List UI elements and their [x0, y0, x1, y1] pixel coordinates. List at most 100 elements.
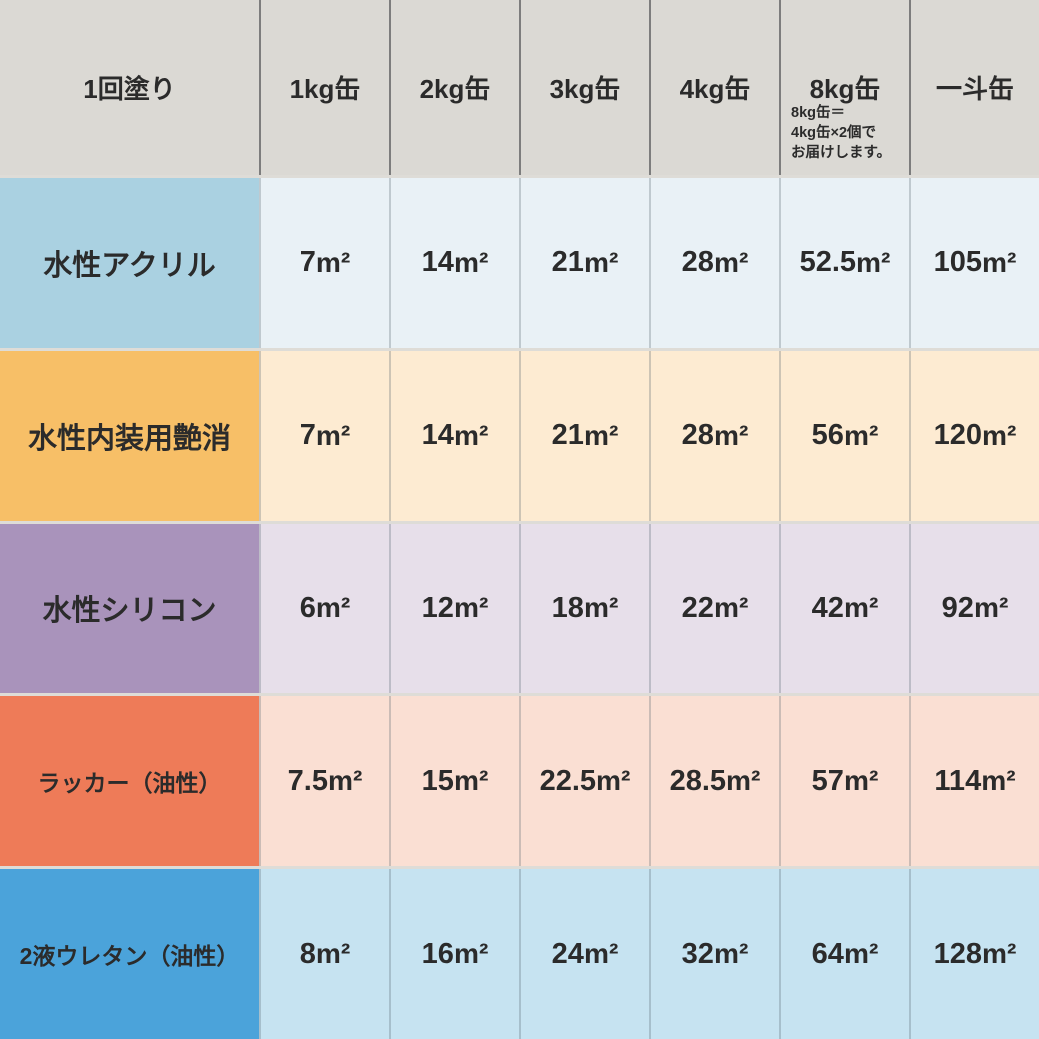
row-label: ラッカー（油性） — [0, 696, 259, 867]
coverage-value: 8 — [299, 937, 316, 970]
note-line: 4kg缶×2個で — [791, 125, 877, 141]
coverage-cell: 7 m² — [259, 178, 389, 348]
coverage-value: 22 — [681, 591, 714, 624]
coverage-cell: 18 m² — [519, 523, 649, 694]
unit-label: m² — [315, 419, 351, 451]
unit-label: m² — [713, 419, 749, 451]
coverage-value: 52.5 — [799, 246, 857, 279]
row-label-text: 水性シリコン — [42, 595, 217, 628]
unit-label: m² — [327, 765, 363, 797]
coverage-value: 57 — [811, 764, 844, 797]
header-col-4kg: 4kg缶 — [649, 0, 779, 175]
coverage-cell: 24 m² — [519, 869, 649, 1039]
8kg-can-note: 8kg缶＝ 4kg缶×2個で お届けします。 — [791, 103, 891, 163]
unit-label: m² — [315, 592, 351, 624]
coverage-value: 14 — [421, 246, 454, 279]
header-col-1kg: 1kg缶 — [259, 0, 389, 175]
note-line: 8kg缶＝ — [791, 105, 845, 121]
coverage-value: 28 — [681, 246, 714, 279]
header-row: 1回塗り 1kg缶 2kg缶 3kg缶 4kg缶 8kg缶 8kg缶＝ 4kg缶… — [0, 0, 1039, 175]
coverage-cell: 28.5 m² — [649, 696, 779, 867]
row-label-text: 水性内装用艶消 — [27, 422, 231, 455]
unit-label: m² — [583, 246, 619, 278]
unit-label: m² — [713, 592, 749, 624]
unit-label: m² — [453, 765, 489, 797]
unit-label: m² — [713, 246, 749, 278]
note-line: お届けします。 — [791, 145, 892, 161]
coverage-value: 42 — [811, 591, 844, 624]
header-col-3kg: 3kg缶 — [519, 0, 649, 175]
unit-label: m² — [981, 765, 1016, 797]
coverage-cell: 32 m² — [649, 869, 779, 1039]
unit-label: m² — [973, 592, 1009, 624]
coverage-cell: 52.5 m² — [779, 178, 909, 348]
coverage-cell: 7 m² — [259, 350, 389, 521]
unit-label: m² — [583, 419, 619, 451]
row-label-text: 2液ウレタン（油性） — [19, 943, 240, 970]
coverage-cell: 12 m² — [389, 523, 519, 694]
unit-label: m² — [726, 765, 761, 797]
unit-label: m² — [982, 938, 1017, 970]
column-header-label: 1kg缶 — [289, 74, 361, 104]
corner-label: 1回塗り — [83, 74, 176, 104]
coverage-cell: 28 m² — [649, 350, 779, 521]
table-row-water-interior-matte: 水性内装用艶消 7 m² 14 m² 21 m² 28 m² 56 m² 120 m² — [0, 347, 1039, 521]
unit-label: m² — [713, 938, 749, 970]
coverage-cell: 56 m² — [779, 350, 909, 521]
unit-label: m² — [843, 765, 879, 797]
unit-label: m² — [453, 938, 489, 970]
unit-label: m² — [843, 938, 879, 970]
table-row-water-silicone: 水性シリコン 6 m² 12 m² 18 m² 22 m² 42 m² 92 m² — [0, 520, 1039, 694]
coverage-value: 7 — [299, 419, 316, 452]
coverage-cell: 92 m² — [909, 523, 1039, 694]
coverage-cell: 7.5 m² — [259, 696, 389, 867]
coverage-value: 28 — [681, 419, 714, 452]
coverage-cell: 28 m² — [649, 178, 779, 348]
coverage-value: 14 — [421, 419, 454, 452]
coverage-value: 7 — [299, 246, 316, 279]
coverage-cell: 6 m² — [259, 523, 389, 694]
coverage-cell: 114 m² — [909, 696, 1039, 867]
coverage-value: 15 — [421, 764, 454, 797]
unit-label: m² — [843, 419, 879, 451]
coverage-value: 28.5 — [669, 764, 727, 797]
coverage-value: 92 — [941, 591, 974, 624]
coverage-value: 114 — [934, 764, 982, 797]
coverage-cell: 105 m² — [909, 178, 1039, 348]
coverage-value: 120 — [933, 419, 982, 452]
coverage-value: 56 — [811, 419, 844, 452]
coverage-value: 16 — [421, 937, 454, 970]
row-label: 水性内装用艶消 — [0, 350, 259, 521]
column-header-label: 4kg缶 — [679, 74, 751, 104]
table-row-2k-urethane-oil: 2液ウレタン（油性） 8 m² 16 m² 24 m² 32 m² 64 m² 128 m² — [0, 866, 1039, 1039]
coverage-value: 64 — [811, 937, 844, 970]
header-col-itto: 一斗缶 — [909, 0, 1039, 175]
coverage-cell: 8 m² — [259, 869, 389, 1039]
column-header-label: 2kg缶 — [419, 74, 491, 104]
column-header-label: 3kg缶 — [549, 74, 621, 104]
table-row-lacquer-oil: ラッカー（油性） 7.5 m² 15 m² 22.5 m² 28.5 m² 57 m² 1… — [0, 693, 1039, 867]
row-label: 水性シリコン — [0, 523, 259, 694]
unit-label: m² — [453, 592, 489, 624]
unit-label: m² — [982, 246, 1017, 278]
unit-label: m² — [315, 938, 351, 970]
header-col-8kg: 8kg缶 8kg缶＝ 4kg缶×2個で お届けします。 — [779, 0, 909, 175]
unit-label: m² — [453, 246, 489, 278]
coverage-cell: 14 m² — [389, 178, 519, 348]
unit-label: m² — [596, 765, 631, 797]
coverage-cell: 22.5 m² — [519, 696, 649, 867]
coverage-value: 21 — [551, 246, 584, 279]
row-label: 2液ウレタン（油性） — [0, 869, 259, 1039]
coverage-cell: 21 m² — [519, 178, 649, 348]
column-header-label: 一斗缶 — [935, 74, 1014, 104]
coverage-cell: 128 m² — [909, 869, 1039, 1039]
unit-label: m² — [843, 592, 879, 624]
coverage-value: 7.5 — [287, 764, 328, 797]
coverage-value: 21 — [551, 419, 584, 452]
unit-label: m² — [315, 246, 351, 278]
coverage-value: 105 — [933, 246, 982, 279]
unit-label: m² — [583, 938, 619, 970]
coverage-value: 22.5 — [539, 764, 597, 797]
coverage-value: 128 — [933, 937, 982, 970]
